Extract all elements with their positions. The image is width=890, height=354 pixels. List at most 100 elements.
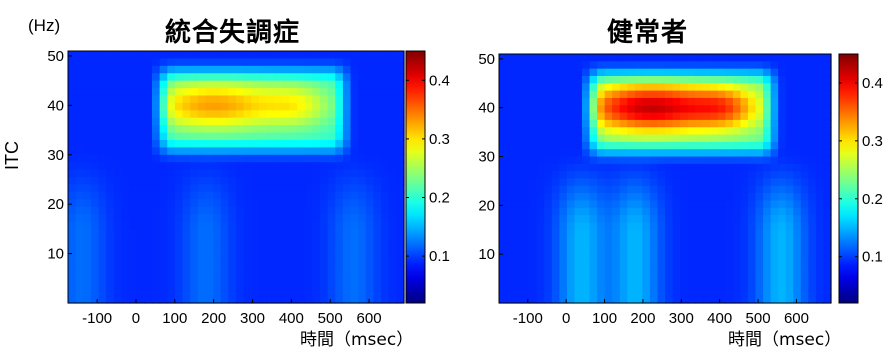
heatmap-cell (182, 88, 191, 97)
heatmap-cell (251, 65, 260, 74)
heatmap-cell (174, 214, 184, 223)
heatmap-cell (350, 280, 359, 289)
heatmap-cell (582, 251, 591, 260)
heatmap-cell (582, 97, 591, 106)
heatmap-cell (770, 163, 779, 172)
heatmap-cell (213, 221, 222, 230)
heatmap-cell (75, 221, 84, 230)
heatmap-cell (793, 54, 802, 62)
heatmap-cell (106, 184, 115, 193)
heatmap-cell (665, 178, 674, 187)
heatmap-cell (213, 58, 222, 67)
heatmap-cell (732, 266, 742, 275)
heatmap-cell (121, 73, 130, 82)
heatmap-cell (612, 229, 621, 238)
heatmap-cell (190, 221, 199, 230)
heatmap-cell (381, 88, 390, 97)
heatmap-cell (281, 236, 291, 245)
heatmap-cell (106, 236, 115, 245)
heatmap-cell (342, 51, 352, 60)
heatmap-cell (748, 288, 757, 297)
heatmap-cell (373, 228, 382, 237)
heatmap-cell (642, 288, 651, 297)
heatmap-cell (320, 206, 329, 215)
heatmap-cell (274, 102, 283, 111)
heatmap-cell (83, 65, 92, 74)
heatmap-cell (281, 191, 291, 200)
heatmap-cell (755, 83, 764, 92)
heatmap-cell (627, 251, 636, 260)
heatmap-cell (365, 251, 375, 260)
heatmap-cell (582, 193, 591, 202)
heatmap-cell (604, 119, 613, 128)
heatmap-cell (649, 273, 659, 282)
heatmap-cell (785, 90, 794, 99)
heatmap-cell (808, 281, 817, 289)
heatmap-cell (396, 147, 405, 156)
heatmap-cell (205, 162, 214, 171)
heatmap-cell (612, 185, 621, 194)
heatmap-cell (649, 251, 659, 260)
heatmap-cell (228, 251, 237, 260)
heatmap-cell (136, 191, 145, 200)
heatmap-cell (75, 73, 84, 82)
heatmap-cell (566, 97, 576, 106)
heatmap-cell (113, 132, 123, 141)
heatmap-cell (521, 207, 530, 216)
heatmap-cell (327, 273, 336, 282)
heatmap-cell (136, 73, 145, 82)
heatmap-cell (634, 185, 643, 194)
heatmap-cell (152, 265, 161, 274)
heatmap-cell (559, 229, 568, 238)
heatmap-cell (113, 199, 123, 208)
heatmap-cell (358, 184, 367, 193)
heatmap-cell (129, 295, 138, 304)
heatmap-cell (243, 162, 252, 171)
heatmap-cell (190, 125, 199, 134)
heatmap-cell (152, 95, 161, 104)
heatmap-cell (597, 141, 606, 150)
heatmap-cell (582, 200, 591, 209)
heatmap-cell (672, 127, 681, 136)
heatmap-cell (506, 229, 515, 238)
heatmap-cell (312, 147, 321, 156)
heatmap-cell (281, 295, 291, 304)
heatmap-cell (702, 273, 711, 282)
heatmap-cell (687, 244, 696, 253)
heatmap-cell (657, 83, 666, 92)
heatmap-cell (396, 162, 405, 171)
heatmap-cell (702, 295, 711, 304)
heatmap-cell (90, 169, 100, 178)
heatmap-cell (136, 273, 145, 282)
heatmap-cell (68, 191, 77, 200)
heatmap-cell (159, 206, 168, 215)
heatmap-cell (281, 199, 291, 208)
heatmap-cell (152, 169, 161, 178)
heatmap-cell (266, 139, 275, 148)
heatmap-cell (808, 200, 817, 209)
heatmap-cell (205, 221, 214, 230)
heatmap-cell (702, 105, 711, 114)
heatmap-cell (129, 58, 138, 67)
heatmap-cell (778, 127, 787, 136)
heatmap-cell (566, 200, 576, 209)
heatmap-cell (536, 273, 545, 282)
heatmap-cell (182, 280, 191, 289)
heatmap-cell (514, 237, 523, 246)
heatmap-cell (365, 110, 375, 119)
heatmap-cell (755, 171, 764, 180)
heatmap-cell (770, 75, 779, 84)
heatmap-cell (98, 206, 107, 215)
heatmap-cell (808, 83, 817, 92)
heatmap-cell (748, 54, 757, 62)
heatmap-cell (136, 214, 145, 223)
heatmap-cell (649, 75, 659, 84)
heatmap-cell (396, 221, 405, 230)
heatmap-cell (174, 125, 184, 134)
heatmap-cell (320, 169, 329, 178)
heatmap-cell (514, 171, 523, 180)
heatmap-cell (174, 65, 184, 74)
heatmap-cell (793, 156, 802, 165)
heatmap-cell (763, 105, 772, 114)
axes-frame (67, 50, 405, 304)
